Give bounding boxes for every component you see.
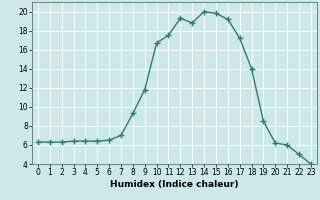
X-axis label: Humidex (Indice chaleur): Humidex (Indice chaleur)	[110, 180, 239, 189]
